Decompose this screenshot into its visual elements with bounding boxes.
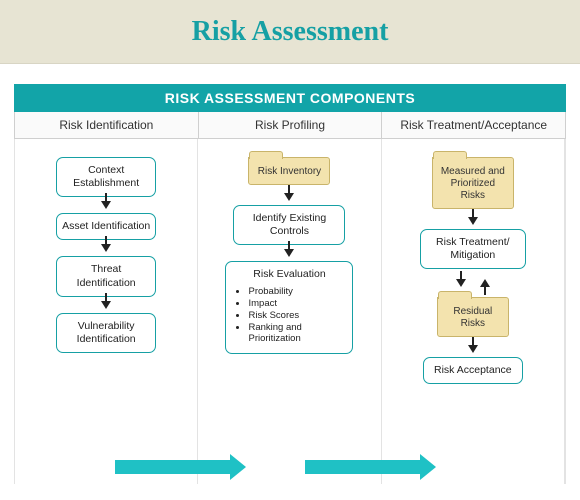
eval-bullets: Probability Impact Risk Scores Ranking a… [234, 286, 344, 344]
title-bar: Risk Assessment [0, 0, 580, 64]
flow-arrow-icon [115, 460, 230, 474]
node-threat-identification: Threat Identification [56, 256, 156, 296]
column-headers: Risk Identification Risk Profiling Risk … [14, 112, 566, 139]
col-header-profiling: Risk Profiling [199, 112, 383, 138]
arrow-down-icon [101, 244, 111, 252]
col-header-treatment: Risk Treatment/Acceptance [382, 112, 565, 138]
node-identify-existing-controls: Identify Existing Controls [233, 205, 345, 245]
col-treatment: Measured and Prioritized Risks Risk Trea… [382, 139, 565, 484]
columns-body: Context Establishment Asset Identificati… [14, 139, 566, 484]
col-profiling: Risk Inventory Identify Existing Control… [198, 139, 381, 484]
arrow-down-icon [101, 201, 111, 209]
eval-bullet: Risk Scores [248, 310, 344, 321]
header-band: RISK ASSESSMENT COMPONENTS [14, 84, 566, 112]
eval-bullet: Probability [248, 286, 344, 297]
arrow-down-icon [101, 301, 111, 309]
arrow-down-icon [456, 279, 466, 287]
eval-title: Risk Evaluation [234, 268, 344, 280]
arrow-down-icon [284, 249, 294, 257]
node-risk-acceptance: Risk Acceptance [423, 357, 523, 384]
col-header-identification: Risk Identification [15, 112, 199, 138]
diagram-container: RISK ASSESSMENT COMPONENTS Risk Identifi… [0, 64, 580, 484]
arrow-up-icon [480, 279, 490, 287]
eval-bullet: Impact [248, 298, 344, 309]
arrow-down-icon [468, 345, 478, 353]
flow-arrow-icon [305, 460, 420, 474]
eval-bullet: Ranking and Prioritization [248, 322, 344, 344]
node-risk-treatment-mitigation: Risk Treatment/ Mitigation [420, 229, 526, 269]
node-vulnerability-identification: Vulnerability Identification [56, 313, 156, 353]
folder-residual-risks: Residual Risks [437, 297, 509, 337]
folder-measured-prioritized: Measured and Prioritized Risks [432, 157, 514, 209]
node-risk-evaluation: Risk Evaluation Probability Impact Risk … [225, 261, 353, 354]
page-title: Risk Assessment [192, 16, 389, 48]
col-identification: Context Establishment Asset Identificati… [15, 139, 198, 484]
arrow-down-icon [468, 217, 478, 225]
folder-risk-inventory: Risk Inventory [248, 157, 330, 185]
node-context-establishment: Context Establishment [56, 157, 156, 197]
arrow-down-icon [284, 193, 294, 201]
